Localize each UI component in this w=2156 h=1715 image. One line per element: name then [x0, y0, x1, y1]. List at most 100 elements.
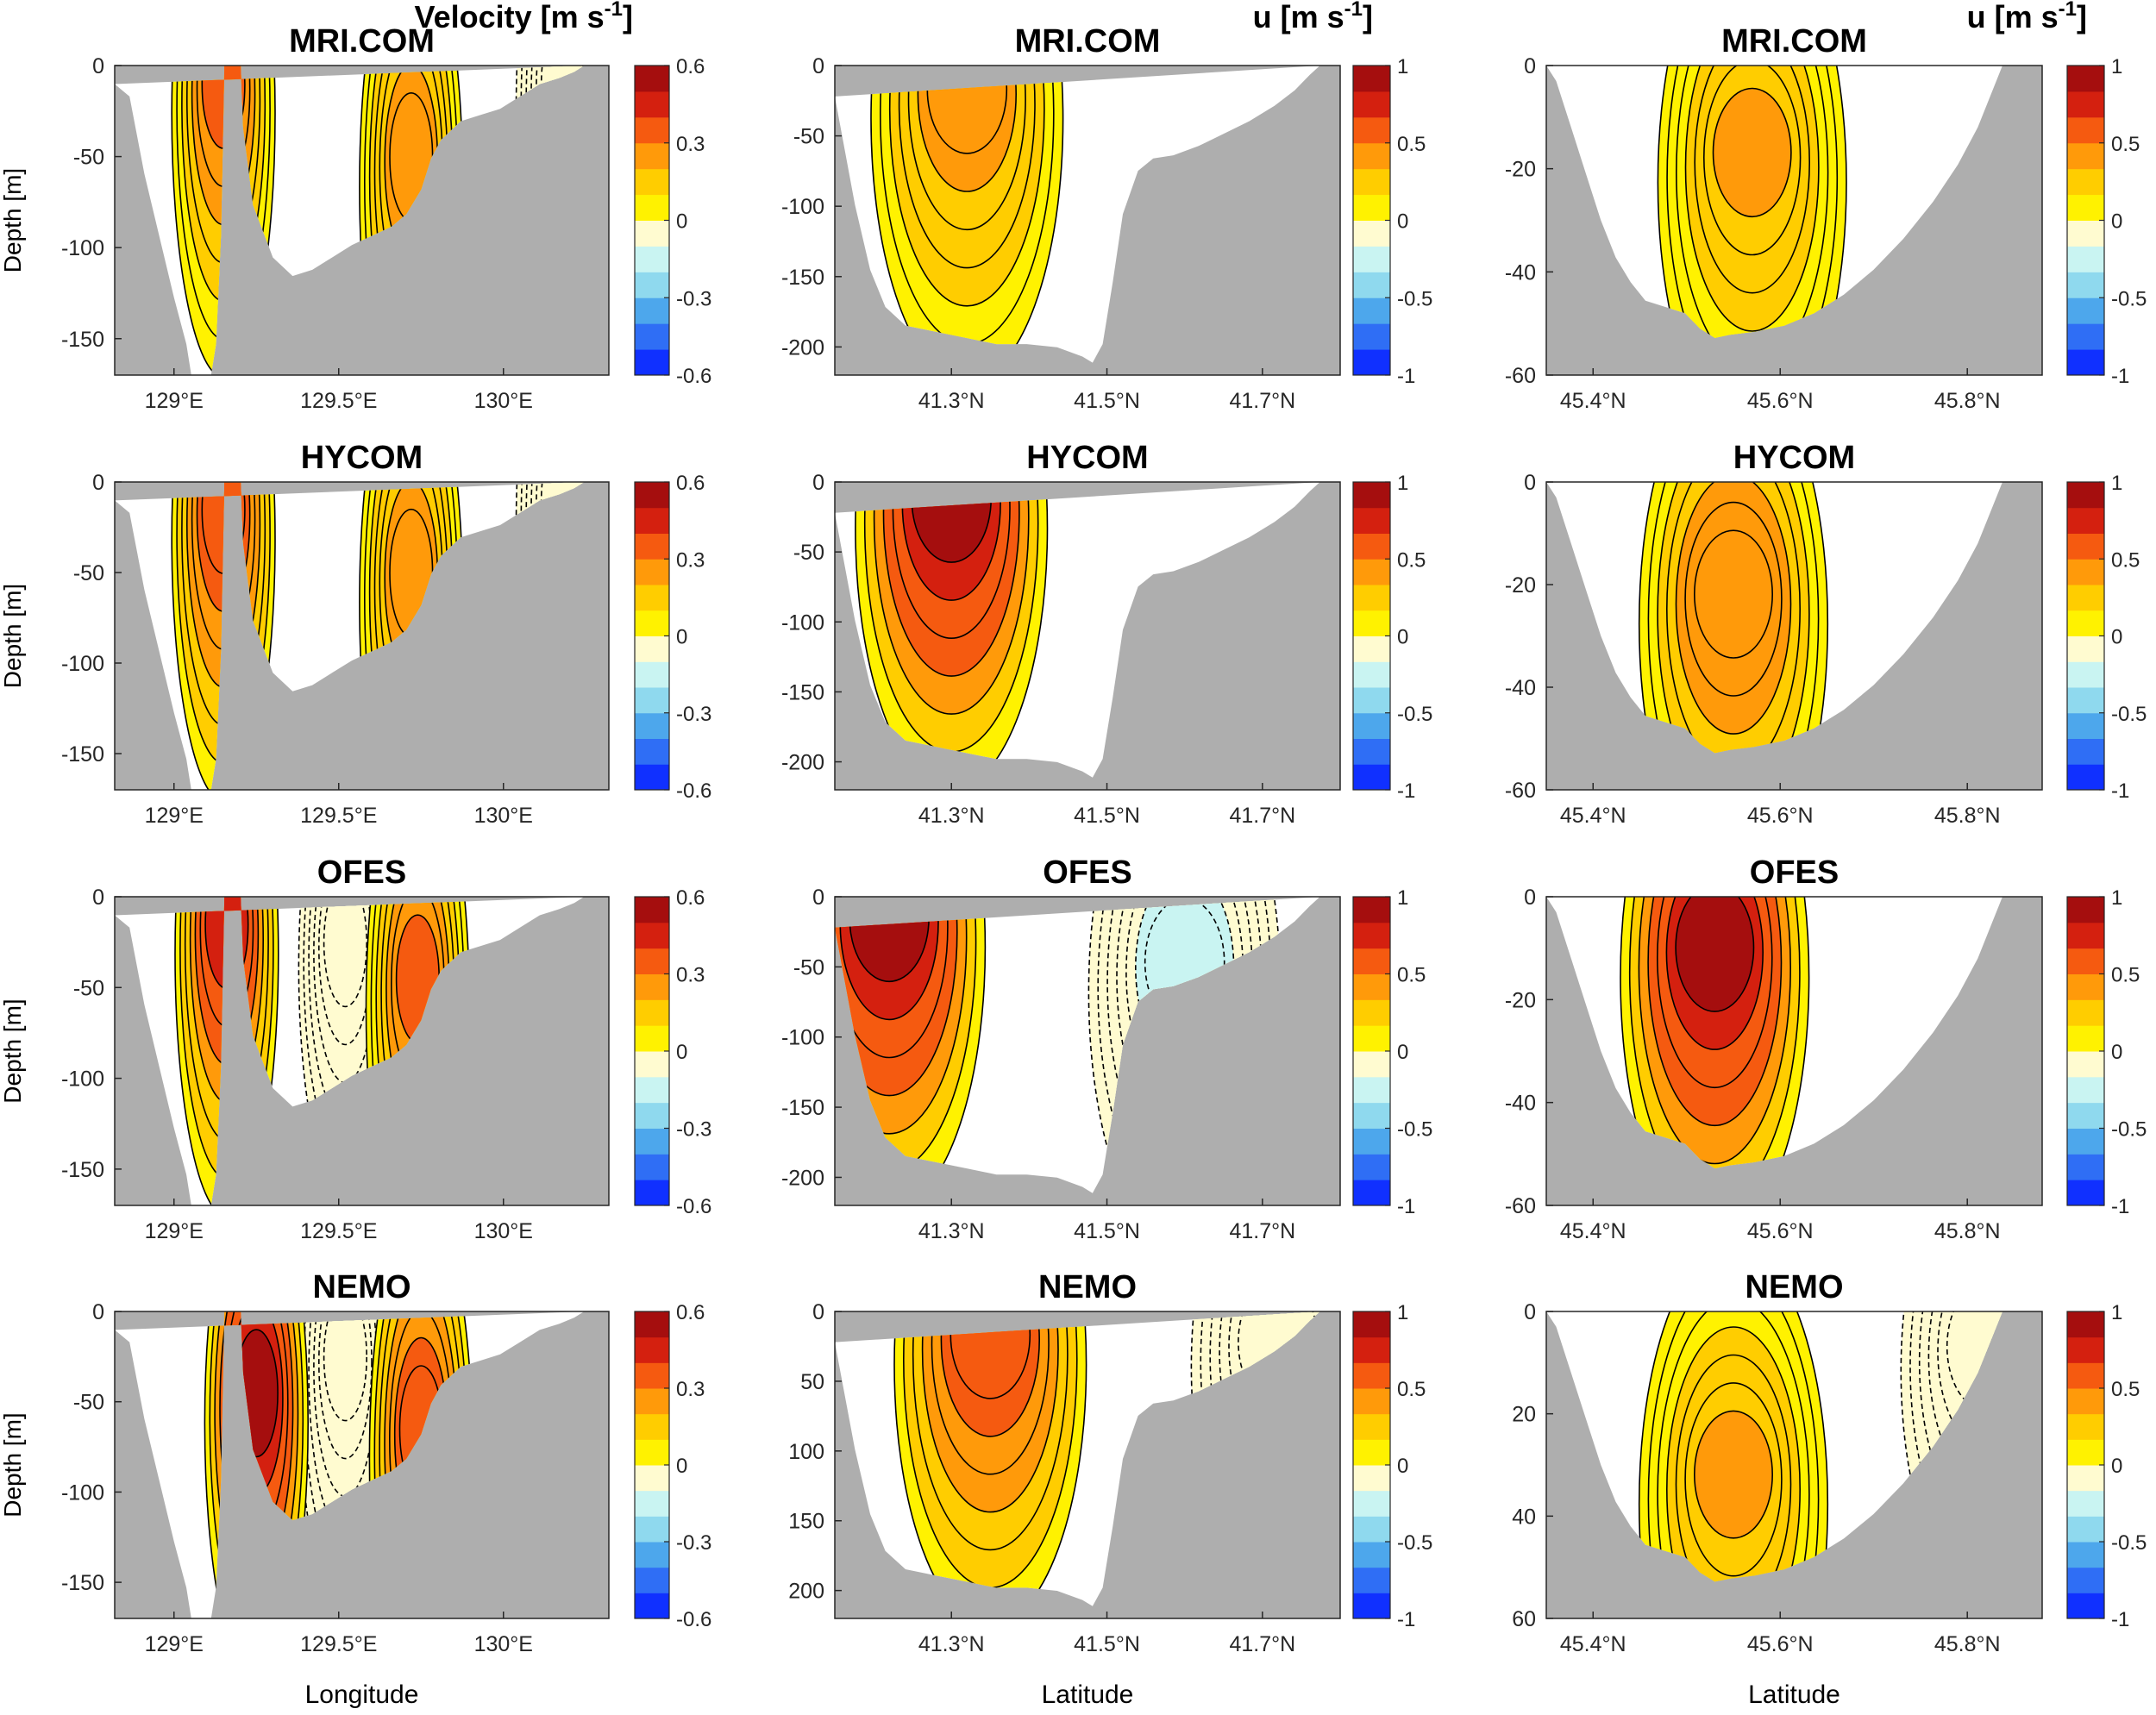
y-tick-label: 0: [92, 54, 104, 78]
colorbar-segment: [2067, 194, 2104, 221]
colorbar-segment: [2067, 142, 2104, 170]
panel-nemo-3: NEMO 45.4°N 45.6°N 45.8°N 0 20 40 60 1 0.5 0 -0.5 -1: [1512, 1269, 2147, 1656]
colorbar-tick-label: 0: [2111, 1041, 2122, 1064]
y-tick-label: 40: [1512, 1505, 1536, 1529]
colorbar-tick-label: 0.5: [2111, 964, 2140, 987]
y-tick-label: 0: [1524, 54, 1536, 78]
colorbar-segment: [1353, 610, 1390, 636]
colorbar-segment: [2067, 1180, 2104, 1206]
colorbar-segment: [635, 507, 669, 534]
velocity-contour-band: [323, 1311, 368, 1422]
velocity-contour-band: [950, 1311, 1031, 1399]
colorbar-segment: [2067, 349, 2104, 376]
panel-ofes-1: OFES 129°E 129.5°E 130°E 0 -50 -100 -150 Depth […: [0, 854, 711, 1243]
y-tick-label: 0: [1524, 886, 1536, 910]
colorbar-segment: [1353, 1336, 1390, 1363]
colorbar-tick-label: 0: [1397, 1041, 1408, 1064]
colorbar-tick-label: -0.5: [1397, 1531, 1432, 1555]
x-tick-label: 45.8°N: [1934, 1219, 2001, 1243]
velocity-contour-band: [323, 897, 368, 1008]
panel-title: HYCOM: [1026, 440, 1148, 476]
colorbar-segment: [635, 1465, 669, 1492]
colorbar-tick-label: -0.3: [676, 1118, 711, 1142]
colorbar-segment: [1353, 948, 1390, 974]
colorbar-tick-label: -0.6: [676, 365, 711, 388]
y-tick-label: -150: [781, 1096, 824, 1120]
colorbar-segment: [1353, 764, 1390, 791]
x-tick-label: 45.8°N: [1934, 804, 2001, 828]
colorbar-segment: [2067, 168, 2104, 196]
x-axis-label-2: Latitude: [1042, 1681, 1134, 1709]
colorbar-segment: [1353, 922, 1390, 949]
x-tick-label: 130°E: [474, 389, 533, 413]
colorbar-segment: [1353, 687, 1390, 714]
y-tick-label: -100: [61, 1067, 104, 1092]
colorbar-tick-label: -1: [2111, 779, 2129, 803]
colorbar-segment: [2067, 635, 2104, 662]
x-tick-label: 45.6°N: [1747, 389, 1814, 413]
colorbar-tick-label: 0: [1397, 626, 1408, 649]
x-tick-label: 129°E: [145, 804, 204, 828]
colorbar-segment: [2067, 1567, 2104, 1593]
colorbar-segment: [1353, 1413, 1390, 1440]
colorbar-segment: [2067, 272, 2104, 298]
colorbar-segment: [1353, 559, 1390, 585]
y-tick-label: -200: [781, 335, 824, 360]
x-axis-label-1: Longitude: [305, 1681, 419, 1709]
colorbar-segment: [635, 1154, 669, 1180]
colorbar-segment: [635, 1542, 669, 1568]
panel-title: OFES: [317, 854, 406, 891]
colorbar-tick-label: -0.5: [2111, 1531, 2147, 1555]
x-tick-label: 130°E: [474, 1632, 533, 1656]
colorbar-segment: [635, 559, 669, 585]
colorbar-segment: [1353, 349, 1390, 376]
panel-hycom-1: HYCOM 129°E 129.5°E 130°E 0 -50 -100 -150 Depth …: [0, 440, 711, 828]
colorbar-segment: [635, 1439, 669, 1466]
y-tick-label: 150: [788, 1510, 824, 1534]
colorbar-segment: [635, 1102, 669, 1129]
y-tick-label: -50: [73, 561, 104, 585]
colorbar-segment: [1353, 1490, 1390, 1517]
colorbar-segment: [1353, 897, 1390, 923]
colorbar-segment: [2067, 220, 2104, 247]
colorbar-tick-label: 0: [676, 1041, 687, 1064]
y-tick-label: -150: [61, 742, 104, 767]
colorbar-segment: [2067, 1311, 2104, 1338]
colorbar-segment: [635, 764, 669, 791]
panel-title: NEMO: [1038, 1269, 1137, 1305]
panel-title: OFES: [1043, 854, 1131, 891]
colorbar-segment: [635, 142, 669, 170]
axes-frame: [1545, 896, 2043, 1206]
y-tick-label: 0: [812, 886, 824, 910]
y-tick-label: -20: [1505, 573, 1536, 598]
axes-frame: [1545, 481, 2043, 791]
colorbar-segment: [635, 323, 669, 350]
axes-frame: [114, 481, 610, 791]
colorbar-tick-label: -1: [2111, 1195, 2129, 1218]
colorbar-segment: [2067, 1362, 2104, 1389]
colorbar-segment: [635, 91, 669, 118]
colorbar-tick-label: 0.5: [1397, 133, 1426, 156]
colorbar-segment: [1353, 1542, 1390, 1568]
panel-hycom-3: HYCOM 45.4°N 45.6°N 45.8°N 0 -20 -40 -60 1 0.5 0 -0…: [1505, 440, 2147, 828]
colorbar-segment: [1353, 482, 1390, 509]
colorbar-segment: [635, 1362, 669, 1389]
colorbar-tick-label: 0.5: [1397, 964, 1426, 987]
x-tick-label: 41.3°N: [918, 389, 985, 413]
y-tick-label: -60: [1505, 1194, 1536, 1218]
panel-title: HYCOM: [1733, 440, 1855, 476]
colorbar-tick-label: -0.3: [676, 1531, 711, 1555]
panel-mri.com-3: MRI.COM 45.4°N 45.6°N 45.8°N 0 -20 -40 -60 1 0.5 0…: [1505, 0, 2147, 413]
colorbar-tick-label: -0.5: [1397, 287, 1432, 310]
colorbar-segment: [635, 687, 669, 714]
colorbar-tick-label: 1: [1397, 472, 1408, 495]
colorbar-segment: [1353, 297, 1390, 324]
x-tick-label: 130°E: [474, 804, 533, 828]
panel-title: MRI.COM: [1015, 23, 1161, 59]
colorbar-segment: [635, 297, 669, 324]
x-tick-label: 129.5°E: [300, 804, 377, 828]
colorbar-segment: [2067, 1439, 2104, 1466]
colorbar-tick-label: 1: [1397, 1301, 1408, 1324]
colorbar-segment: [2067, 1388, 2104, 1415]
colorbar-tick-label: 0.3: [676, 964, 705, 987]
